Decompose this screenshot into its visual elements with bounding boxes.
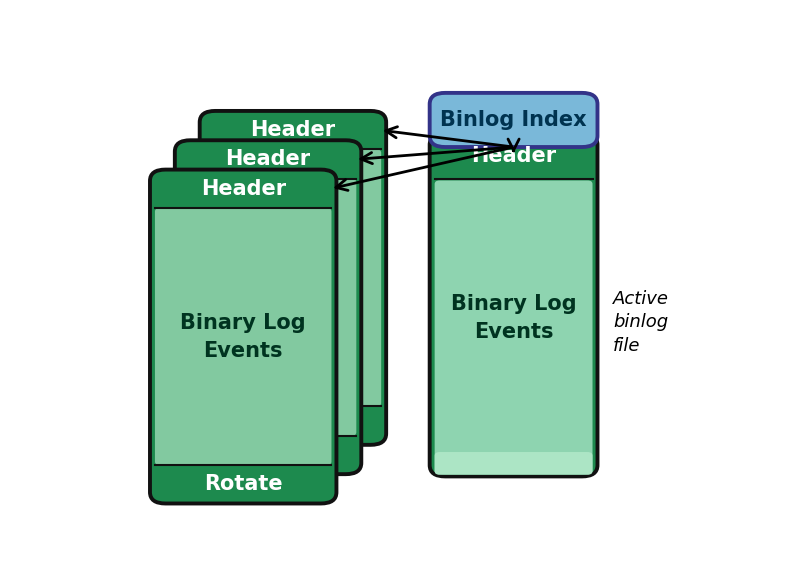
Text: Active
binlog
file: Active binlog file bbox=[613, 289, 669, 355]
FancyBboxPatch shape bbox=[150, 169, 337, 503]
Text: Binlog Index: Binlog Index bbox=[440, 110, 587, 130]
Text: Header: Header bbox=[250, 120, 335, 140]
Text: Binary Log
Events: Binary Log Events bbox=[451, 295, 577, 342]
FancyBboxPatch shape bbox=[205, 149, 381, 407]
Text: Header: Header bbox=[225, 149, 310, 169]
FancyBboxPatch shape bbox=[430, 93, 597, 147]
Text: Header: Header bbox=[471, 146, 556, 166]
Text: Header: Header bbox=[200, 179, 286, 199]
FancyBboxPatch shape bbox=[435, 180, 593, 475]
FancyBboxPatch shape bbox=[155, 208, 331, 465]
Text: Rotate: Rotate bbox=[204, 474, 282, 495]
FancyBboxPatch shape bbox=[175, 140, 362, 474]
FancyBboxPatch shape bbox=[180, 179, 356, 436]
FancyBboxPatch shape bbox=[200, 111, 387, 445]
FancyBboxPatch shape bbox=[435, 452, 593, 475]
Text: Binary Log
Events: Binary Log Events bbox=[180, 312, 306, 360]
FancyBboxPatch shape bbox=[430, 134, 597, 476]
